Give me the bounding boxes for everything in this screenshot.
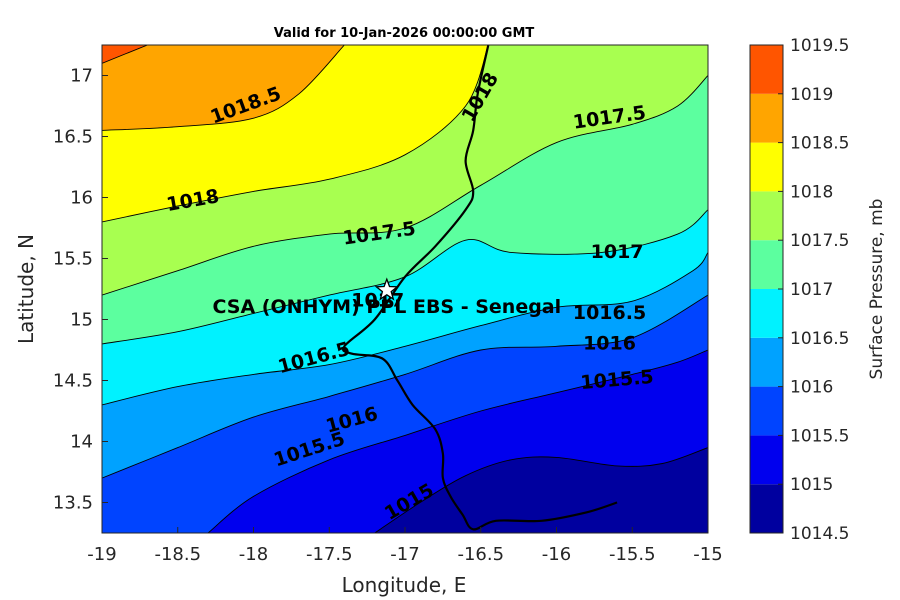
colorbar-tick-label: 1017 [790,280,833,300]
y-tick-label: 14.5 [53,371,93,392]
x-tick-label: -17.5 [306,544,353,565]
contour-label: 1017 [591,241,644,263]
y-tick-label: 17 [70,66,93,87]
colorbar-tick-label: 1015.5 [790,426,849,446]
colorbar-tick-label: 1016 [790,378,833,398]
y-tick-label: 15.5 [53,249,93,270]
x-tick-label: -15.5 [609,544,656,565]
y-tick-label: 16.5 [53,127,93,148]
x-tick-label: -16 [542,544,571,565]
site-star-marker [374,277,400,301]
colorbar-tick-label: 1018.5 [790,134,849,154]
x-tick-label: -19 [87,544,116,565]
contour-line-1018.5 [102,45,345,131]
plot-area: 1018.5 1018 1017.510181017.5101710171016.5… [102,45,708,533]
coastline [342,45,618,531]
x-axis: -19 -18.5 -18 -17.5 -17 -16.5 -16 -15.5 -15 [87,527,723,565]
contour-line-1016.5 [102,252,708,406]
y-axis: 13.5 14 14.5 15 15.5 16 16.5 17 [53,66,108,514]
colorbar-tick-label: 1016.5 [790,329,849,349]
site-label: CSA (ONHYM) PPL EBS - Senegal [212,296,561,318]
y-tick-label: 14 [70,432,93,453]
colorbar-tick-label: 1015 [790,475,833,495]
colorbar-segment [750,191,783,241]
x-tick-label: -18.5 [154,544,201,565]
colorbar-tick-label: 1019.5 [790,36,849,56]
x-tick-label: -15 [693,544,722,565]
contour-line-1016 [102,294,708,479]
colorbar-segment [750,386,783,436]
colorbar-segment [750,337,783,387]
y-tick-label: 15 [70,310,93,331]
y-tick-label: 16 [70,188,93,209]
contour-line-1015.5 [207,349,708,533]
chart-title: Valid for 10-Jan-2026 00:00:00 GMT [274,26,535,41]
colorbar: 1014.5 1015 1015.5 1016 1016.5 1017 1017.5 1018… [749,36,849,544]
colorbar-tick-label: 1019 [790,85,833,105]
x-tick-label: -16.5 [457,544,504,565]
colorbar-label: Surface Pressure, mb [867,199,887,380]
y-axis-label: Latitude, N [14,234,38,344]
contour-fill-1018.5 [102,45,345,131]
colorbar-segment [750,45,783,94]
contour-label: 1016.5 [573,302,646,324]
colorbar-segment [750,435,783,485]
colorbar-segment [750,142,783,192]
contour-fill-1019 [102,45,148,64]
contour-line-1015 [374,447,708,533]
y-tick-label: 13.5 [53,493,93,514]
colorbar-segment [750,240,783,289]
colorbar-segment [750,289,783,338]
x-axis-label: Longitude, E [342,573,467,597]
colorbar-tick-label: 1014.5 [790,524,849,544]
x-tick-label: -17 [390,544,419,565]
colorbar-segment [750,93,783,143]
colorbar-tick-label: 1017.5 [790,231,849,251]
contour-label: 1016 [583,332,636,354]
contour-line-1017 [102,209,708,345]
contour-line-1019 [102,45,148,64]
contour-line-1017.5 [102,75,708,296]
colorbar-tick-label: 1018 [790,182,833,202]
contour-line-1018 [102,45,489,223]
colorbar-segment [750,484,783,533]
x-tick-label: -18 [239,544,268,565]
